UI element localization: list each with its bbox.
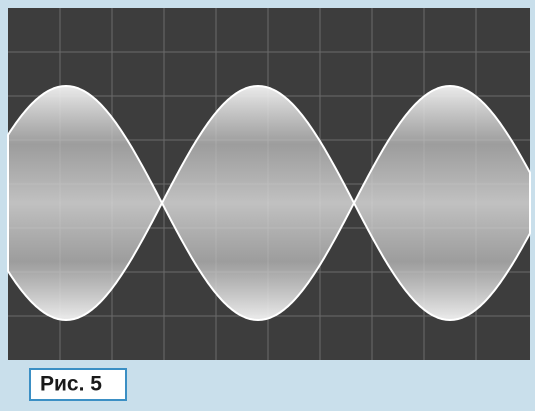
envelope — [7, 84, 531, 322]
label-box — [29, 368, 127, 401]
figure-label: Рис. 5 — [40, 373, 102, 396]
